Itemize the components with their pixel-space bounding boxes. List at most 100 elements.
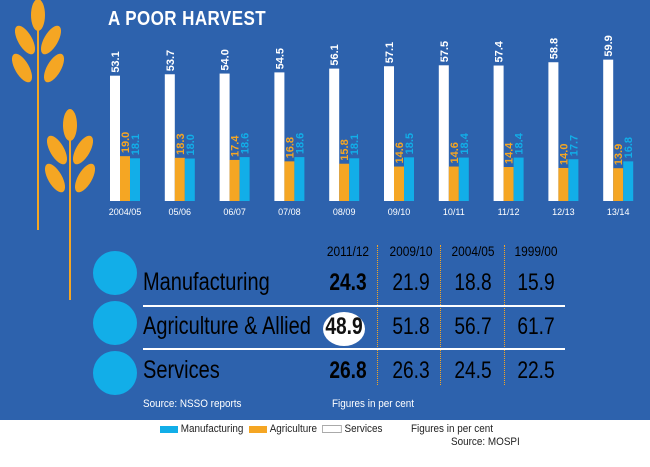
value-label: 57.1 — [384, 42, 396, 63]
x-tick-label: 11/12 — [498, 207, 520, 217]
value-label: 18.6 — [240, 133, 252, 154]
bar-manufacturing — [458, 157, 469, 201]
highlight-circle — [323, 312, 365, 346]
headphones-worker-icon — [93, 351, 137, 395]
bar-agriculture — [174, 157, 185, 201]
wheat-decoration — [11, 0, 96, 300]
value-label: 54.5 — [274, 48, 286, 69]
legend-swatch — [322, 425, 342, 433]
x-tick-label: 09/10 — [388, 207, 411, 217]
bar-agriculture — [558, 167, 569, 201]
cell: 22.5 — [517, 357, 555, 384]
legend-label: Services — [344, 423, 383, 435]
x-tick-label: 12/13 — [552, 207, 575, 217]
bar-manufacturing — [239, 157, 250, 201]
col-header: 2011/12 — [326, 243, 370, 259]
wheat-grain — [46, 135, 68, 165]
chart-source: Source: MOSPI — [451, 436, 520, 448]
bar-services — [219, 73, 230, 201]
value-label: 53.1 — [110, 51, 122, 72]
value-label: 18.1 — [130, 134, 142, 155]
value-label: 18.5 — [404, 133, 416, 154]
x-tick-label: 05/06 — [169, 207, 192, 217]
cell: 24.5 — [454, 357, 492, 384]
farmer-turban-icon — [93, 301, 137, 345]
cell: 26.3 — [392, 357, 430, 384]
cell-highlighted: 48.9 — [325, 313, 363, 340]
bar-manufacturing — [513, 157, 524, 201]
value-label: 16.8 — [284, 137, 296, 158]
value-label: 18.4 — [514, 132, 526, 154]
x-tick-label: 2004/05 — [109, 207, 142, 217]
value-label: 53.7 — [165, 50, 177, 71]
value-label: 18.6 — [294, 133, 306, 154]
x-tick-label: 07/08 — [278, 207, 301, 217]
bar-services — [164, 74, 175, 201]
bar-services — [493, 65, 504, 201]
bar-services — [329, 68, 340, 201]
x-tick-label: 13/14 — [607, 207, 630, 217]
chart-note: Figures in per cent — [411, 423, 493, 435]
bar-services — [548, 62, 559, 202]
legend-manufacturing: Manufacturing — [160, 423, 243, 435]
row-divider — [143, 305, 565, 307]
value-label: 14.6 — [449, 142, 461, 163]
cell: 56.7 — [454, 313, 492, 340]
legend-swatch — [160, 425, 178, 433]
bar-agriculture — [229, 159, 240, 201]
value-label: 14.6 — [394, 142, 406, 163]
cell: 15.9 — [517, 269, 555, 296]
bar-chart: 53.119.018.12004/0553.718.318.005/0654.0… — [109, 35, 635, 217]
row-label-manufacturing: Manufacturing — [143, 268, 270, 296]
bar-manufacturing — [349, 158, 360, 201]
bar-manufacturing — [404, 157, 414, 201]
bar-manufacturing — [294, 157, 305, 201]
cell: 51.8 — [392, 313, 430, 340]
legend-label: Manufacturing — [180, 423, 244, 435]
bar-manufacturing — [184, 158, 195, 201]
bar-agriculture — [613, 168, 624, 201]
x-tick-label: 06/07 — [223, 207, 246, 217]
cell: 61.7 — [517, 313, 555, 340]
divider — [504, 245, 505, 385]
wheat-grain — [72, 135, 94, 165]
divider — [440, 245, 441, 385]
value-label: 18.3 — [175, 133, 187, 154]
bar-services — [438, 65, 449, 201]
page-title: A POOR HARVEST — [108, 8, 267, 30]
value-label: 14.0 — [558, 144, 570, 165]
table-note: Figures in per cent — [332, 398, 414, 410]
value-label: 58.8 — [548, 38, 560, 59]
row-divider — [143, 348, 565, 350]
legend-swatch — [249, 425, 267, 433]
bar-agriculture — [448, 166, 459, 201]
value-label: 59.9 — [603, 35, 615, 56]
wheat-grain — [74, 163, 96, 193]
value-label: 56.1 — [329, 44, 341, 65]
value-label: 18.1 — [349, 134, 361, 155]
value-label: 54.0 — [220, 49, 232, 70]
col-header: 2009/10 — [389, 243, 433, 259]
hard-hat-worker-icon — [93, 251, 137, 295]
cell: 24.3 — [329, 269, 367, 296]
infographic-panel — [0, 0, 650, 420]
bar-manufacturing — [568, 159, 579, 201]
bar-services — [603, 59, 614, 201]
x-tick-label: 10/11 — [443, 207, 465, 217]
cell: 18.8 — [454, 269, 492, 296]
x-tick-label: 08/09 — [333, 207, 356, 217]
bar-agriculture — [120, 156, 130, 201]
wheat-grain — [43, 53, 65, 83]
divider — [377, 245, 378, 385]
bar-services — [110, 75, 120, 201]
row-label-agriculture: Agriculture & Allied — [143, 312, 311, 340]
wheat-grain — [63, 109, 77, 141]
row-label-services: Services — [143, 356, 220, 384]
wheat-grain — [11, 53, 33, 83]
bar-agriculture — [284, 161, 295, 201]
bar-agriculture — [394, 166, 404, 201]
bar-agriculture — [503, 167, 514, 201]
value-label: 16.8 — [623, 137, 635, 158]
value-label: 17.7 — [568, 135, 580, 156]
value-label: 15.8 — [339, 139, 351, 160]
